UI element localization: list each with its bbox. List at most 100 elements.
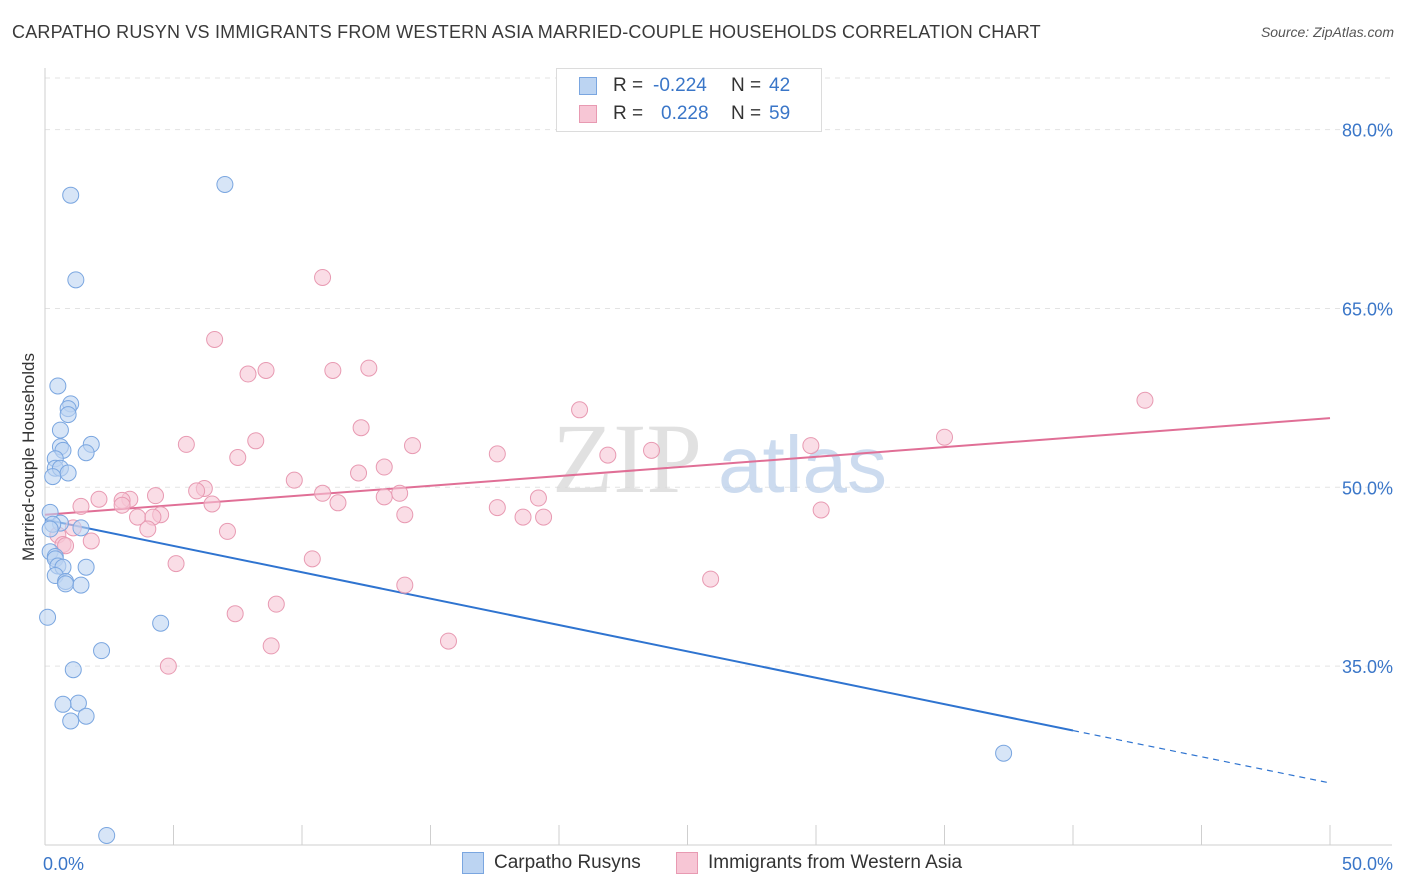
data-point-western-asia (218, 522, 236, 540)
legend-row-blue: R = -0.224 N = 42 (579, 74, 790, 98)
data-point-carpatho-rusyns (59, 464, 77, 482)
data-point-carpatho-rusyns (49, 377, 67, 395)
data-point-western-asia (72, 497, 90, 515)
trend-line-pink (44, 417, 1331, 516)
data-point-western-asia (599, 446, 617, 464)
data-point-western-asia (812, 501, 830, 519)
correlation-legend: R = -0.224 N = 42 R = 0.228 N = 59 (556, 68, 822, 132)
data-point-western-asia (360, 359, 378, 377)
y-tick-label: 50.0% (1342, 478, 1393, 498)
legend-swatch-blue (462, 852, 484, 874)
source-label: Source: ZipAtlas.com (1260, 24, 1394, 40)
data-point-carpatho-rusyns (98, 826, 116, 844)
legend-n-value: 59 (769, 103, 791, 124)
data-point-western-asia (188, 482, 206, 500)
data-point-western-asia (329, 494, 347, 512)
data-point-carpatho-rusyns (216, 175, 234, 193)
y-axis-label: Married-couple Households (19, 353, 38, 561)
legend-r-value: 0.228 (661, 103, 709, 124)
data-point-carpatho-rusyns (93, 642, 111, 660)
legend-swatch-blue (579, 77, 597, 95)
data-point-western-asia (314, 268, 332, 286)
data-point-carpatho-rusyns (41, 520, 59, 538)
data-point-western-asia (90, 490, 108, 508)
data-point-western-asia (488, 445, 506, 463)
data-point-western-asia (643, 441, 661, 459)
data-point-western-asia (262, 637, 280, 655)
axes: Married-couple Households (19, 68, 1392, 846)
legend-item-carpatho-rusyns: Carpatho Rusyns (462, 852, 641, 874)
data-point-western-asia (82, 532, 100, 550)
y-tick-label: 80.0% (1342, 121, 1393, 141)
data-point-carpatho-rusyns (152, 614, 170, 632)
data-point-carpatho-rusyns (77, 558, 95, 576)
data-point-western-asia (177, 435, 195, 453)
data-point-western-asia (314, 484, 332, 502)
data-point-carpatho-rusyns (59, 406, 77, 424)
data-point-western-asia (167, 555, 185, 573)
data-point-western-asia (488, 499, 506, 517)
data-point-western-asia (1136, 391, 1154, 409)
data-point-western-asia (257, 361, 275, 379)
legend-label: Immigrants from Western Asia (708, 852, 963, 873)
tick-labels: 35.0% 50.0% 65.0% 80.0% 0.0% 50.0% (43, 121, 1393, 874)
data-point-western-asia (375, 458, 393, 476)
watermark: ZIP atlas (552, 403, 887, 514)
data-point-western-asia (203, 495, 221, 513)
data-point-western-asia (159, 657, 177, 675)
data-point-carpatho-rusyns (77, 707, 95, 725)
data-point-carpatho-rusyns (62, 712, 80, 730)
watermark-atlas: atlas (718, 420, 887, 509)
legend-swatch-pink (579, 105, 597, 123)
data-point-carpatho-rusyns (995, 744, 1013, 762)
data-point-western-asia (267, 595, 285, 613)
data-point-western-asia (802, 437, 820, 455)
data-point-western-asia (396, 506, 414, 524)
y-tick-label: 35.0% (1342, 657, 1393, 677)
legend-r-value: -0.224 (653, 75, 707, 96)
data-point-western-asia (285, 471, 303, 489)
data-point-western-asia (303, 550, 321, 568)
legend-item-western-asia: Immigrants from Western Asia (676, 852, 962, 874)
data-point-western-asia (514, 508, 532, 526)
data-point-western-asia (139, 520, 157, 538)
legend-n-label: N = (731, 103, 762, 124)
legend-r-label: R = (613, 103, 644, 124)
data-point-western-asia (147, 487, 165, 505)
data-point-western-asia (571, 401, 589, 419)
data-point-carpatho-rusyns (51, 421, 69, 439)
chart-title: CARPATHO RUSYN VS IMMIGRANTS FROM WESTER… (12, 22, 1041, 42)
data-point-carpatho-rusyns (62, 186, 80, 204)
data-point-western-asia (113, 496, 131, 514)
legend-n-value: 42 (769, 75, 791, 96)
data-point-carpatho-rusyns (44, 468, 62, 486)
data-point-carpatho-rusyns (77, 444, 95, 462)
y-tick-label: 65.0% (1342, 299, 1393, 319)
legend-row-pink: R = 0.228 N = 59 (579, 102, 790, 126)
data-point-western-asia (324, 361, 342, 379)
data-point-western-asia (206, 330, 224, 348)
data-point-carpatho-rusyns (64, 661, 82, 679)
data-point-carpatho-rusyns (57, 575, 75, 593)
series-legend: Carpatho Rusyns Immigrants from Western … (0, 852, 1406, 878)
data-point-western-asia (350, 464, 368, 482)
series-pink-points (49, 268, 1154, 675)
data-point-western-asia (404, 437, 422, 455)
data-point-western-asia (391, 484, 409, 502)
trend-line-blue (44, 518, 1074, 732)
x-tick-label-min: 0.0% (43, 854, 84, 874)
trend-lines (44, 417, 1331, 784)
data-point-western-asia (226, 605, 244, 623)
data-point-western-asia (439, 632, 457, 650)
data-point-western-asia (57, 537, 75, 555)
legend-swatch-pink (676, 852, 698, 874)
data-point-western-asia (936, 428, 953, 446)
data-point-carpatho-rusyns (54, 695, 72, 713)
data-point-carpatho-rusyns (72, 576, 90, 594)
data-point-western-asia (535, 508, 553, 526)
legend-n-label: N = (731, 75, 762, 96)
data-point-western-asia (375, 488, 393, 506)
data-point-western-asia (247, 432, 265, 450)
trend-line-blue-dashed (1072, 729, 1331, 784)
data-point-western-asia (239, 365, 257, 383)
